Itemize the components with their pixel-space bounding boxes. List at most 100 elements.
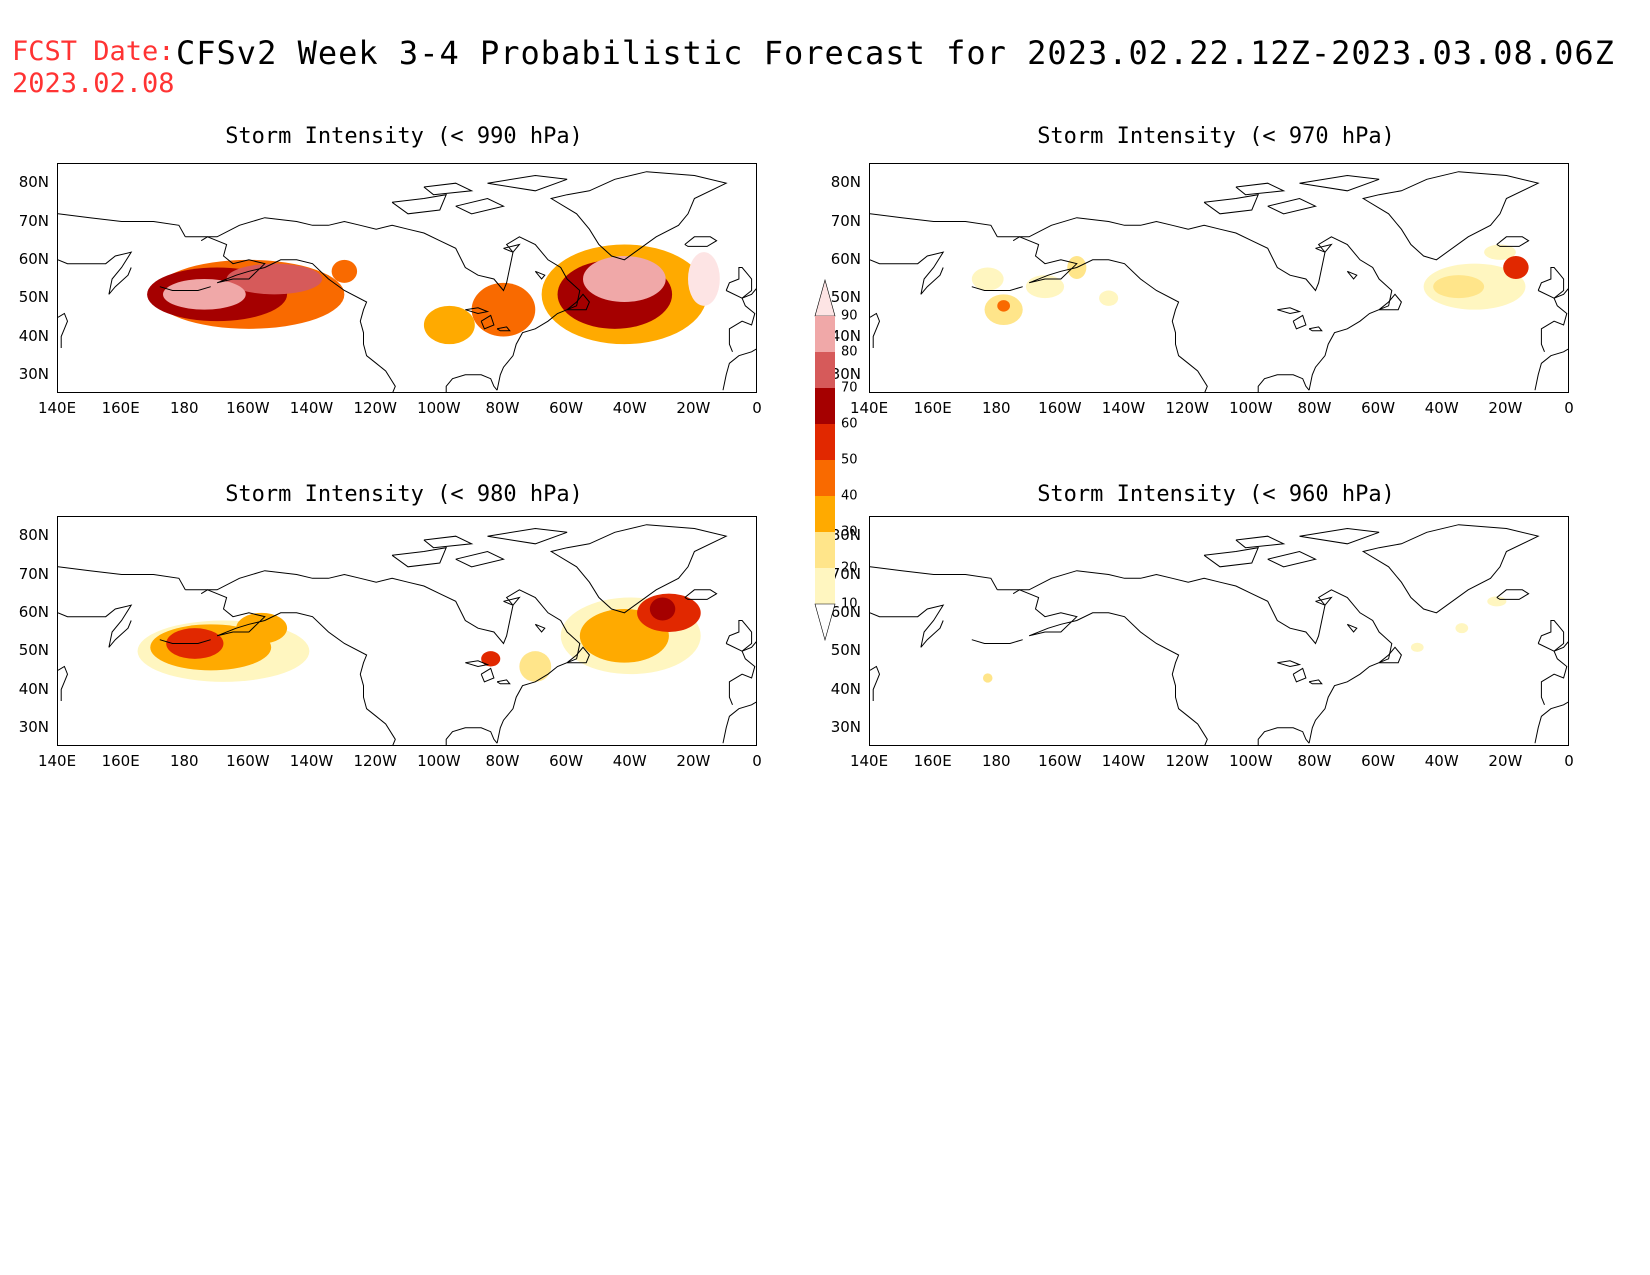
x-tick-label: 80W (1297, 399, 1332, 417)
coastline (465, 660, 490, 668)
coastline (200, 236, 396, 392)
x-tick-label: 160W (1038, 399, 1082, 417)
probability-area (1487, 596, 1507, 607)
coastline (684, 589, 718, 600)
coastline (1315, 243, 1333, 253)
coastline (1496, 589, 1530, 600)
x-tick-label: 180 (981, 399, 1011, 417)
coastline (1203, 194, 1260, 215)
colorbar-label: 40 (841, 488, 858, 504)
colorbar-swatch (815, 496, 835, 532)
forecast-date-value: 2023.02.08 (12, 68, 175, 99)
coastline (870, 312, 881, 348)
coastline (496, 326, 511, 332)
coastline (58, 213, 186, 238)
coastline (566, 646, 590, 664)
coastline (566, 293, 590, 311)
coastline (480, 314, 495, 330)
colorbar-swatch (815, 352, 835, 388)
probability-area (471, 282, 536, 337)
coastline (159, 639, 211, 644)
x-tick-label: 0 (752, 752, 762, 770)
coastline (58, 251, 133, 295)
coastline (455, 550, 505, 568)
y-tick-label: 60N (830, 249, 861, 268)
coastline (870, 604, 945, 648)
coastline (455, 197, 505, 215)
colorbar-label: 60 (841, 416, 858, 432)
coastline (722, 348, 756, 391)
probability-area (1410, 642, 1424, 652)
x-tick-label: 80W (1297, 752, 1332, 770)
coastline (1292, 667, 1307, 683)
coastline (1537, 267, 1565, 299)
probability-area (997, 300, 1010, 312)
probability-area (1503, 256, 1529, 279)
coastline (58, 665, 69, 701)
x-tick-label: 120W (353, 752, 397, 770)
probability-area (163, 279, 246, 310)
x-tick-label: 100W (417, 399, 461, 417)
coastline (1308, 679, 1323, 685)
x-tick-label: 40W (612, 752, 647, 770)
y-tick-label: 70N (830, 211, 861, 230)
x-tick-label: 140W (1101, 752, 1146, 770)
coastline (725, 620, 753, 652)
x-tick-label: 40W (612, 399, 647, 417)
probability-area (423, 305, 475, 345)
y-tick-label: 70N (18, 211, 49, 230)
coastline (1534, 701, 1568, 744)
coastline (971, 639, 1023, 644)
coastline (1257, 727, 1310, 745)
map-canvas (58, 524, 756, 745)
map-canvas (870, 171, 1568, 392)
y-tick-label: 40N (18, 326, 49, 345)
coastline (1299, 174, 1380, 192)
coastline (1308, 326, 1323, 332)
x-tick-label: 160E (101, 752, 140, 770)
coastline (503, 596, 521, 606)
coastline (185, 570, 581, 744)
coastline (1012, 236, 1208, 392)
colorbar-label: 70 (841, 380, 858, 396)
coastline (1540, 288, 1568, 352)
colorbar-swatch (815, 460, 835, 496)
y-tick-label: 60N (18, 602, 49, 621)
colorbar-swatch (815, 316, 835, 352)
colorbar-label: 10 (841, 596, 858, 612)
coastline (391, 194, 448, 215)
probability-area (236, 612, 288, 644)
probability-area (688, 252, 720, 306)
y-tick-label: 40N (830, 679, 861, 698)
map-canvas (870, 524, 1568, 745)
x-tick-label: 140E (37, 399, 77, 417)
x-tick-label: 60W (1361, 752, 1396, 770)
x-tick-label: 100W (417, 752, 461, 770)
coastline (496, 679, 511, 685)
x-tick-label: 0 (752, 399, 762, 417)
coastline (722, 701, 756, 744)
coastline (503, 243, 521, 253)
coastline (870, 665, 881, 701)
probability-area (331, 259, 358, 283)
x-tick-label: 60W (1361, 399, 1396, 417)
y-tick-label: 80N (18, 526, 49, 545)
panel-title: Storm Intensity (< 970 hPa) (1037, 124, 1395, 149)
coastline (1203, 547, 1260, 568)
coastline (480, 667, 495, 683)
coastline (1267, 197, 1317, 215)
colorbar-arrow-top (814, 278, 836, 317)
coastline (423, 182, 474, 196)
coastline (549, 524, 728, 614)
coastline (870, 566, 998, 591)
colorbar-swatch (815, 568, 835, 604)
map-canvas (58, 171, 756, 392)
x-tick-label: 140W (289, 399, 334, 417)
x-tick-label: 40W (1424, 399, 1459, 417)
colorbar-swatch (815, 424, 835, 460)
x-tick-label: 20W (1488, 752, 1523, 770)
coastline (1292, 314, 1307, 330)
coastline (1534, 348, 1568, 391)
panel-title: Storm Intensity (< 980 hPa) (225, 482, 583, 507)
colorbar-swatch (815, 388, 835, 424)
